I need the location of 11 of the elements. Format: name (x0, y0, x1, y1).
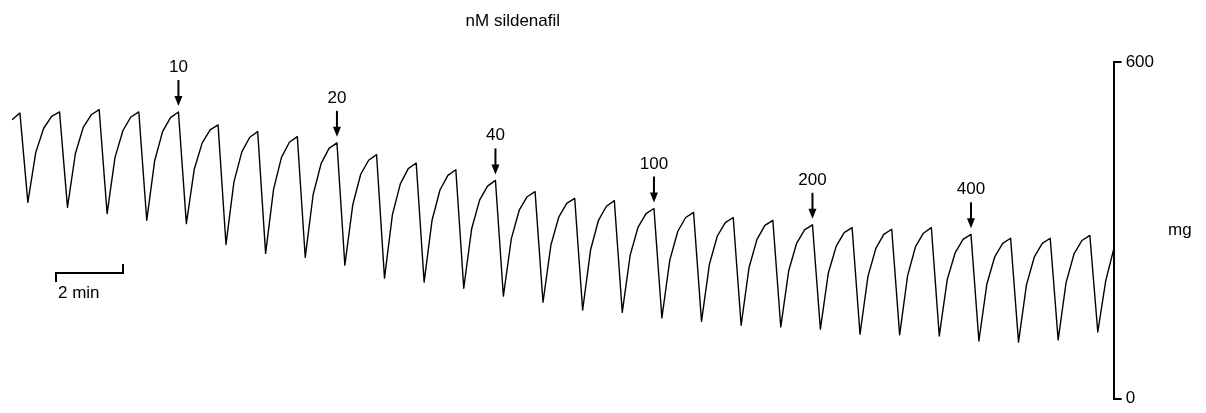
annotation: 100 (639, 153, 669, 173)
y-tick-label: 600 (1125, 51, 1155, 71)
annotation: 10 (168, 56, 188, 76)
annotation: 400 (956, 179, 986, 199)
chart-title: nM sildenafil (465, 11, 561, 30)
y-tick-label: 0 (1125, 388, 1136, 408)
annotation: 200 (798, 169, 827, 189)
y-axis-title: mg (1168, 220, 1192, 240)
annotation: 40 (485, 125, 505, 145)
x-axis-title: 2 min (58, 283, 100, 302)
annotation: 20 (327, 87, 347, 107)
